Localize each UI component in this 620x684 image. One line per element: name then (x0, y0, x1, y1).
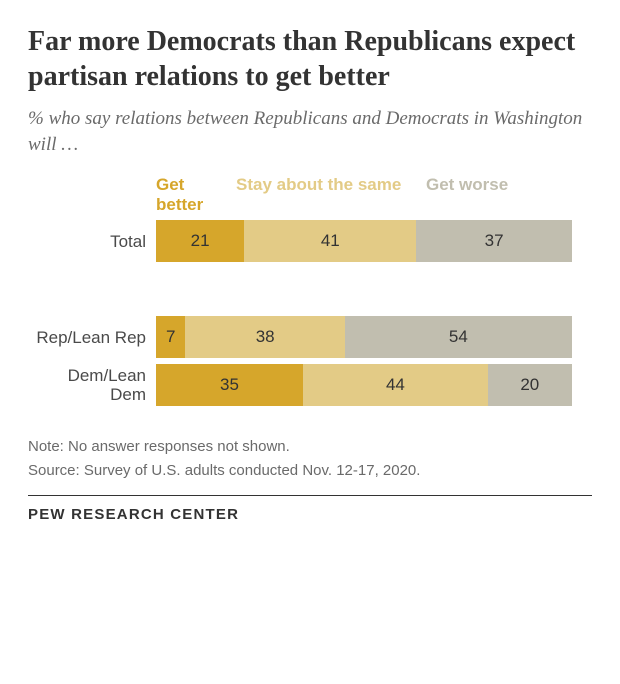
legend-item-better: Get better (156, 175, 236, 214)
segment-same: 38 (185, 316, 345, 358)
segment-better: 35 (156, 364, 303, 406)
bar-track: 214137 (156, 220, 576, 262)
divider (28, 495, 592, 496)
legend-item-same: Stay about the same (236, 175, 426, 214)
chart-title: Far more Democrats than Republicans expe… (28, 24, 592, 94)
segment-same: 41 (244, 220, 416, 262)
source-text: Source: Survey of U.S. adults conducted … (28, 460, 592, 481)
bar-row: Dem/Lean Dem354420 (36, 364, 592, 406)
row-label: Rep/Lean Rep (36, 328, 156, 348)
bar-track: 354420 (156, 364, 576, 406)
segment-better: 7 (156, 316, 185, 358)
legend-item-worse: Get worse (426, 175, 566, 214)
row-label: Total (36, 232, 156, 252)
brand-label: PEW RESEARCH CENTER (28, 506, 592, 523)
bar-row: Total214137 (36, 220, 592, 262)
bar-chart: Get betterStay about the sameGet worse T… (36, 175, 592, 406)
segment-better: 21 (156, 220, 244, 262)
note-text: Note: No answer responses not shown. (28, 436, 592, 457)
legend-row: Get betterStay about the sameGet worse (156, 175, 592, 214)
chart-subtitle: % who say relations between Republicans … (28, 106, 592, 157)
bar-track: 73854 (156, 316, 576, 358)
row-label: Dem/Lean Dem (36, 366, 156, 405)
segment-worse: 54 (345, 316, 572, 358)
segment-worse: 37 (416, 220, 571, 262)
segment-same: 44 (303, 364, 488, 406)
bar-row: Rep/Lean Rep73854 (36, 316, 592, 358)
segment-worse: 20 (488, 364, 572, 406)
